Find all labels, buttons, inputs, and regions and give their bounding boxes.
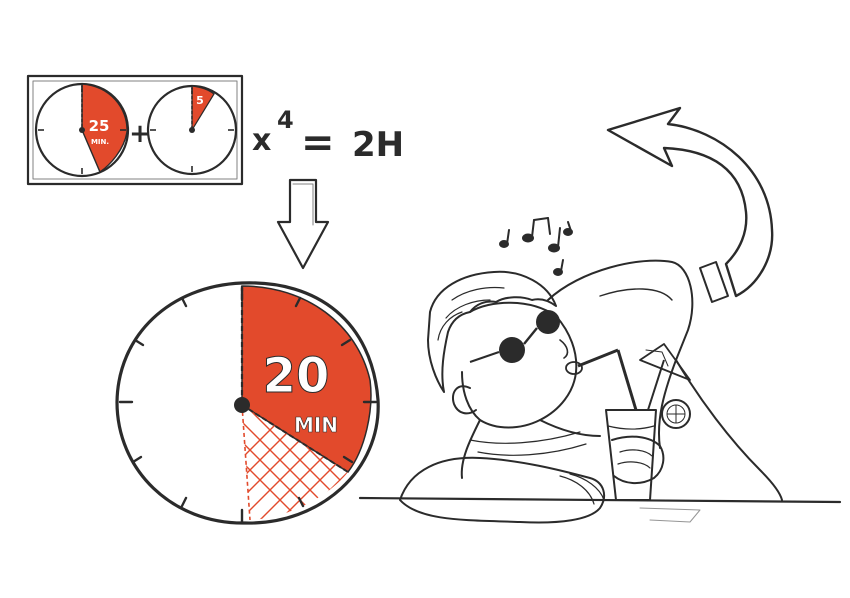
big-timer-unit: MIN xyxy=(294,413,338,437)
big-timer-value: 20 xyxy=(263,348,330,404)
plus-sign: + xyxy=(129,119,151,149)
times-sign: x xyxy=(252,123,271,158)
total-duration: 2H xyxy=(352,125,404,165)
relaxing-person-illustration xyxy=(358,259,842,524)
work-timer-fill xyxy=(81,83,128,174)
break-timer-small: 5 xyxy=(146,84,238,176)
break-timer-fill xyxy=(191,85,215,133)
down-arrow-icon xyxy=(276,178,330,270)
multiplier: 4 xyxy=(277,106,294,134)
big-timer: 20 MIN xyxy=(115,281,380,525)
work-timer-value: 25 xyxy=(89,117,110,135)
equation: x 4 = 2H xyxy=(252,106,404,166)
work-timer-small: 25 MIN. xyxy=(34,82,130,178)
music-notes-icon xyxy=(499,217,573,276)
equals-sign: = xyxy=(301,120,335,166)
curved-return-arrow-icon xyxy=(606,106,774,303)
break-timer-value: 5 xyxy=(196,94,204,107)
work-timer-unit: MIN. xyxy=(91,138,109,146)
small-timers-panel: 25 MIN. + 5 xyxy=(26,74,244,186)
big-timer-fill xyxy=(241,285,372,473)
